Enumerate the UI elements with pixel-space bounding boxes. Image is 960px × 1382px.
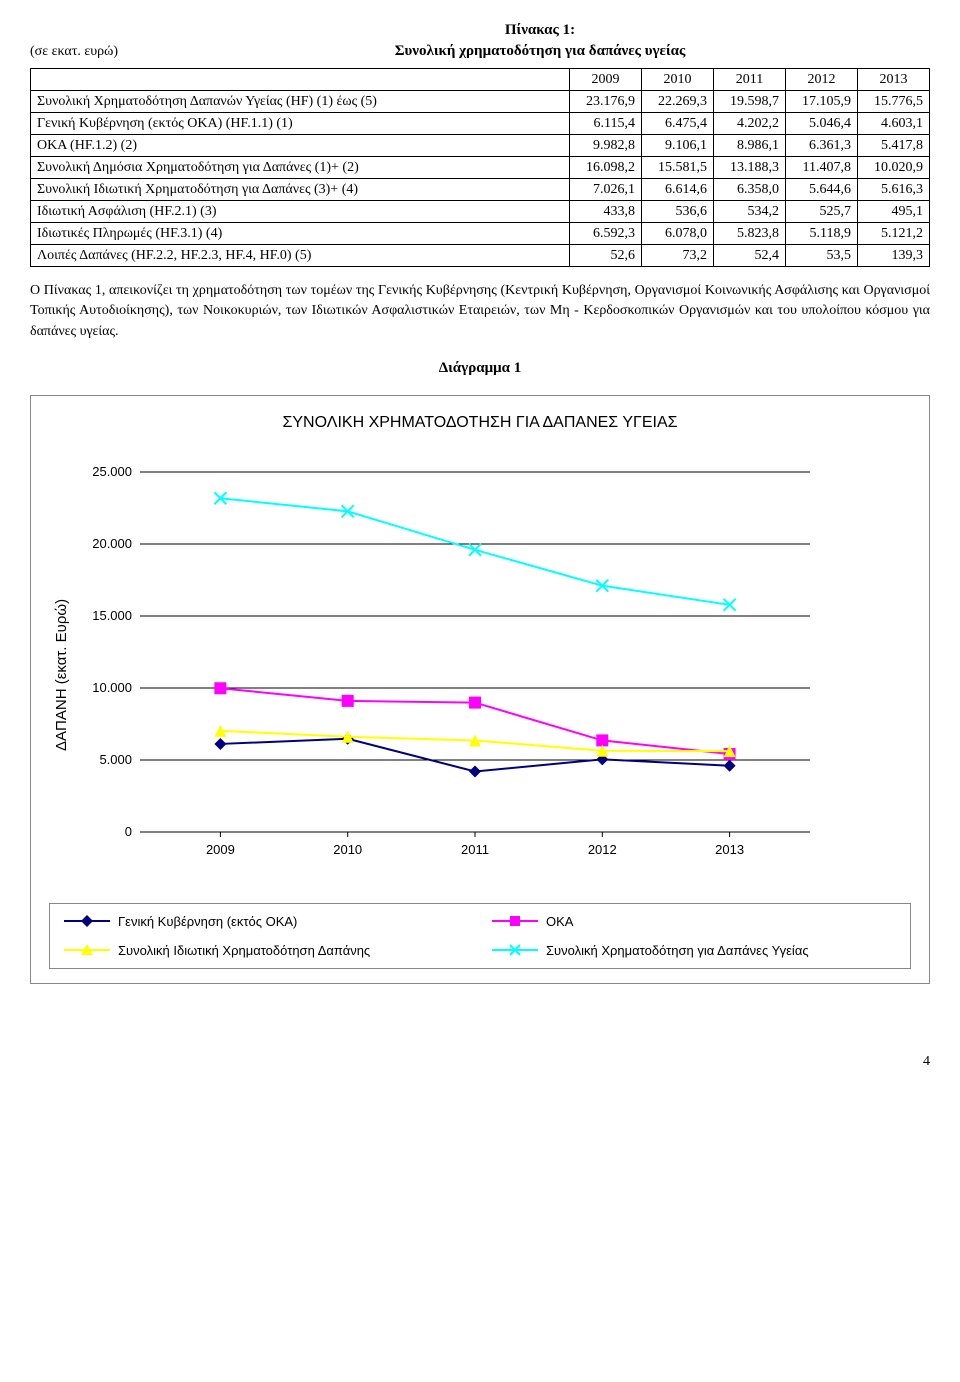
cell-value: 11.407,8: [786, 157, 858, 179]
svg-text:25.000: 25.000: [92, 464, 132, 479]
cell-value: 433,8: [570, 201, 642, 223]
cell-value: 53,5: [786, 245, 858, 267]
description-paragraph: Ο Πίνακας 1, απεικονίζει τη χρηματοδότησ…: [30, 281, 930, 342]
year-col: 2013: [858, 69, 930, 91]
page-number: 4: [30, 1054, 930, 1070]
cell-value: 15.776,5: [858, 91, 930, 113]
row-label: Ιδιωτική Ασφάλιση (HF.2.1) (3): [31, 201, 570, 223]
cell-value: 6.361,3: [786, 135, 858, 157]
table-row: Συνολική Ιδιωτική Χρηματοδότηση για Δαπά…: [31, 179, 930, 201]
cell-value: 534,2: [714, 201, 786, 223]
cell-value: 6.475,4: [642, 113, 714, 135]
row-label: Λοιπές Δαπάνες (HF.2.2, HF.2.3, HF.4, HF…: [31, 245, 570, 267]
chart-inner-title: ΣΥΝΟΛΙΚΗ ΧΡΗΜΑΤΟΔΟΤΗΣΗ ΓΙΑ ΔΑΠΑΝΕΣ ΥΓΕΙΑ…: [49, 414, 911, 432]
cell-value: 13.188,3: [714, 157, 786, 179]
cell-value: 16.098,2: [570, 157, 642, 179]
cell-value: 5.046,4: [786, 113, 858, 135]
header-empty: [31, 69, 570, 91]
cell-value: 139,3: [858, 245, 930, 267]
data-table: 2009 2010 2011 2012 2013 Συνολική Χρηματ…: [30, 68, 930, 267]
cell-value: 19.598,7: [714, 91, 786, 113]
cell-value: 6.078,0: [642, 223, 714, 245]
cell-value: 495,1: [858, 201, 930, 223]
svg-text:5.000: 5.000: [99, 752, 132, 767]
table-row: Λοιπές Δαπάνες (HF.2.2, HF.2.3, HF.4, HF…: [31, 245, 930, 267]
table-title-2: Συνολική χρηματοδότηση για δαπάνες υγεία…: [395, 43, 686, 59]
svg-text:20.000: 20.000: [92, 536, 132, 551]
cell-value: 52,4: [714, 245, 786, 267]
cell-value: 15.581,5: [642, 157, 714, 179]
svg-text:2010: 2010: [333, 842, 362, 857]
cell-value: 9.982,8: [570, 135, 642, 157]
svg-text:15.000: 15.000: [92, 608, 132, 623]
cell-value: 52,6: [570, 245, 642, 267]
row-label: Γενική Κυβέρνηση (εκτός ΟΚΑ) (HF.1.1) (1…: [31, 113, 570, 135]
chart-heading: Διάγραμμα 1: [30, 360, 930, 377]
cell-value: 23.176,9: [570, 91, 642, 113]
table-row: Συνολική Δημόσια Χρηματοδότηση για Δαπάν…: [31, 157, 930, 179]
cell-value: 525,7: [786, 201, 858, 223]
year-col: 2009: [570, 69, 642, 91]
cell-value: 6.614,6: [642, 179, 714, 201]
year-col: 2012: [786, 69, 858, 91]
cell-value: 5.417,8: [858, 135, 930, 157]
table-row: Ιδιωτικές Πληρωμές (HF.3.1) (4)6.592,36.…: [31, 223, 930, 245]
line-chart: 0 5.000 10.000 15.000 20.000 25.000 2009 2010 20…: [70, 462, 830, 882]
row-label: Συνολική Ιδιωτική Χρηματοδότηση για Δαπά…: [31, 179, 570, 201]
row-label: Συνολική Χρηματοδότηση Δαπανών Υγείας (H…: [31, 91, 570, 113]
cell-value: 5.118,9: [786, 223, 858, 245]
legend-label: ΟΚΑ: [546, 914, 573, 929]
chart-container: ΣΥΝΟΛΙΚΗ ΧΡΗΜΑΤΟΔΟΤΗΣΗ ΓΙΑ ΔΑΠΑΝΕΣ ΥΓΕΙΑ…: [30, 395, 930, 984]
legend-item: Γενική Κυβέρνηση (εκτός ΟΚΑ): [64, 914, 468, 929]
legend-item: Συνολική Χρηματοδότηση για Δαπάνες Υγεία…: [492, 943, 896, 958]
table-row: Ιδιωτική Ασφάλιση (HF.2.1) (3)433,8536,6…: [31, 201, 930, 223]
cell-value: 4.603,1: [858, 113, 930, 135]
row-label: Συνολική Δημόσια Χρηματοδότηση για Δαπάν…: [31, 157, 570, 179]
svg-text:2013: 2013: [715, 842, 744, 857]
table-row: Γενική Κυβέρνηση (εκτός ΟΚΑ) (HF.1.1) (1…: [31, 113, 930, 135]
table-row: ΟΚΑ (HF.1.2) (2)9.982,89.106,18.986,16.3…: [31, 135, 930, 157]
year-col: 2011: [714, 69, 786, 91]
cell-value: 9.106,1: [642, 135, 714, 157]
cell-value: 4.202,2: [714, 113, 786, 135]
cell-value: 536,6: [642, 201, 714, 223]
y-axis-label: ΔΑΠΑΝΗ (εκατ. Ευρώ): [49, 462, 70, 887]
cell-value: 7.026,1: [570, 179, 642, 201]
legend-item: Συνολική Ιδιωτική Χρηματοδότηση Δαπάνης: [64, 943, 468, 958]
svg-text:2009: 2009: [206, 842, 235, 857]
cell-value: 5.823,8: [714, 223, 786, 245]
cell-value: 17.105,9: [786, 91, 858, 113]
svg-text:2011: 2011: [461, 842, 489, 857]
cell-value: 73,2: [642, 245, 714, 267]
cell-value: 22.269,3: [642, 91, 714, 113]
row-label: Ιδιωτικές Πληρωμές (HF.3.1) (4): [31, 223, 570, 245]
table-row: Συνολική Χρηματοδότηση Δαπανών Υγείας (H…: [31, 91, 930, 113]
legend-label: Γενική Κυβέρνηση (εκτός ΟΚΑ): [118, 914, 297, 929]
svg-text:0: 0: [125, 824, 132, 839]
table-header: Πίνακας 1: Συνολική χρηματοδότηση για δα…: [30, 20, 930, 62]
cell-value: 8.986,1: [714, 135, 786, 157]
legend-item: ΟΚΑ: [492, 914, 896, 929]
cell-value: 6.592,3: [570, 223, 642, 245]
cell-value: 6.115,4: [570, 113, 642, 135]
row-label: ΟΚΑ (HF.1.2) (2): [31, 135, 570, 157]
svg-text:10.000: 10.000: [92, 680, 132, 695]
cell-value: 5.121,2: [858, 223, 930, 245]
legend-label: Συνολική Ιδιωτική Χρηματοδότηση Δαπάνης: [118, 943, 370, 958]
year-col: 2010: [642, 69, 714, 91]
cell-value: 10.020,9: [858, 157, 930, 179]
svg-text:2012: 2012: [588, 842, 617, 857]
legend-label: Συνολική Χρηματοδότηση για Δαπάνες Υγεία…: [546, 943, 809, 958]
cell-value: 5.616,3: [858, 179, 930, 201]
unit-label: (σε εκατ. ευρώ): [30, 44, 118, 60]
cell-value: 6.358,0: [714, 179, 786, 201]
table-title-1: Πίνακας 1:: [150, 20, 930, 41]
legend: Γενική Κυβέρνηση (εκτός ΟΚΑ) ΟΚΑ Συνολικ…: [49, 903, 911, 969]
cell-value: 5.644,6: [786, 179, 858, 201]
